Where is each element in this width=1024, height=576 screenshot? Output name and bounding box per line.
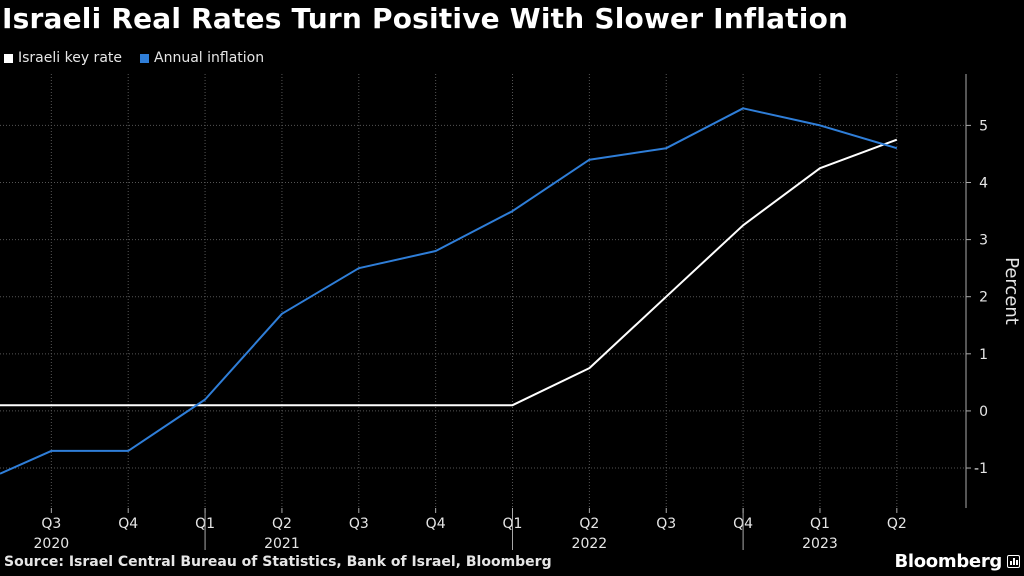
x-tick-label-3: Q2 (272, 516, 292, 532)
x-tick-label-4: Q3 (349, 516, 369, 532)
x-tick-label-0: Q3 (41, 516, 61, 532)
brand-logo: Bloomberg (894, 551, 1002, 572)
legend-item-key-rate: Israeli key rate (4, 50, 122, 66)
legend: Israeli key rate Annual inflation (4, 50, 264, 66)
y-tick-label-6: 5 (979, 118, 988, 134)
y-tick-label-5: 4 (979, 176, 988, 192)
y-tick-label-3: 2 (979, 290, 988, 306)
x-tick-label-5: Q4 (426, 516, 446, 532)
legend-label-inflation: Annual inflation (154, 50, 265, 66)
x-tick-label-1: Q4 (118, 516, 138, 532)
x-tick-label-8: Q3 (656, 516, 676, 532)
year-label-3: 2023 (802, 536, 838, 550)
series-line-inflation (0, 107, 898, 475)
year-label-1: 2021 (264, 536, 300, 550)
year-label-2: 2022 (572, 536, 608, 550)
y-tick-label-1: 0 (979, 404, 988, 420)
series-line-key-rate (0, 138, 898, 407)
year-label-0: 2020 (34, 536, 70, 550)
y-tick-label-4: 3 (979, 233, 988, 249)
legend-item-inflation: Annual inflation (140, 50, 264, 66)
x-tick-label-10: Q1 (810, 516, 830, 532)
legend-swatch-key-rate (4, 53, 13, 63)
y-axis-label: Percent (1001, 257, 1022, 325)
legend-swatch-inflation (140, 53, 149, 63)
source-note: Source: Israel Central Bureau of Statist… (4, 554, 552, 570)
y-tick-label-2: 1 (979, 347, 988, 363)
x-tick-label-7: Q2 (579, 516, 599, 532)
legend-label-key-rate: Israeli key rate (18, 50, 122, 66)
y-tick-label-0: -1 (974, 461, 988, 477)
bar-chart-icon (1007, 555, 1020, 568)
chart-title: Israeli Real Rates Turn Positive With Sl… (2, 2, 849, 35)
x-tick-label-11: Q2 (887, 516, 907, 532)
